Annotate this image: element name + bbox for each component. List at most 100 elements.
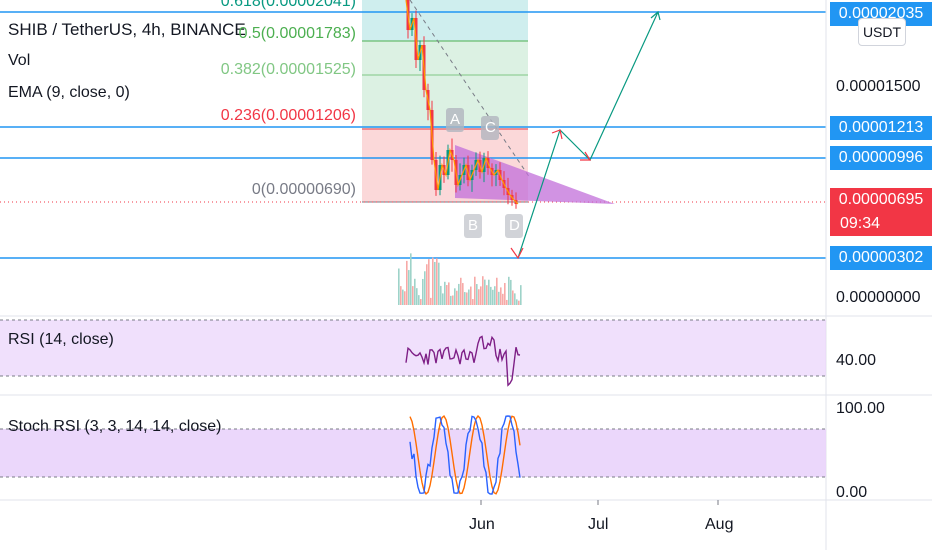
volume-bar (470, 286, 472, 305)
volume-bar (480, 286, 482, 305)
price-pill-last: 0.00000695 (830, 188, 932, 212)
volume-bar (404, 291, 406, 305)
price-pill-0.00002035: 0.00002035 (830, 2, 932, 26)
pattern-point-a: A (450, 111, 461, 128)
volume-bar (482, 276, 484, 305)
volume-bar (462, 283, 464, 305)
pattern-point-a-box (446, 108, 464, 132)
volume-bar (436, 258, 438, 305)
rsi-axis-label: 40.00 (836, 352, 877, 369)
volume-bar (516, 299, 518, 305)
volume-bar (398, 268, 400, 305)
ema-indicator-label[interactable]: EMA (9, close, 0) (8, 84, 130, 101)
volume-bar (456, 290, 458, 305)
fib-label-0.382: 0.382(0.00001525) (220, 61, 356, 78)
stoch-band (0, 429, 826, 477)
pattern-point-b: B (468, 217, 479, 234)
volume-bar (412, 286, 414, 305)
ema-line (405, 0, 519, 205)
volume-bar (418, 295, 420, 305)
volume-bar (424, 271, 426, 305)
volume-bar (520, 285, 522, 305)
volume-bar (432, 257, 434, 305)
fib-label-0.5: 0.5(0.00001783) (238, 25, 356, 42)
time-label-jun: Jun (469, 516, 495, 533)
fib-label-0: 0(0.00000690) (251, 181, 356, 198)
candle-countdown: 09:34 (830, 212, 932, 236)
pattern-point-c: C (485, 119, 496, 136)
stoch-axis-top: 100.00 (836, 400, 885, 417)
volume-bar (442, 293, 444, 305)
volume-series (398, 253, 522, 305)
price-pill-0.00000302: 0.00000302 (830, 246, 932, 270)
pattern-point-b-box (464, 214, 482, 238)
volume-bar (406, 260, 408, 305)
price-series (405, 0, 519, 209)
quote-currency-button[interactable]: USDT (858, 18, 906, 46)
volume-bar (512, 290, 514, 305)
volume-bar (408, 270, 410, 305)
volume-bar (454, 288, 456, 305)
volume-bar (468, 289, 470, 305)
stoch-k-line (409, 415, 521, 495)
time-label-aug: Aug (705, 516, 734, 533)
stoch-series (409, 414, 521, 495)
price-pill-0.00000996: 0.00000996 (830, 146, 932, 170)
projection-path (517, 11, 659, 259)
volume-bar (430, 297, 432, 305)
volume-bar (440, 285, 442, 305)
volume-bar (422, 278, 424, 305)
volume-bar (496, 277, 498, 305)
volume-bar (402, 289, 404, 305)
projection-arrow-2 (580, 151, 592, 161)
rsi-series (405, 335, 521, 387)
price-axis-label-zero: 0.00000000 (836, 289, 921, 306)
volume-bar (476, 284, 478, 305)
rsi-indicator-label[interactable]: RSI (14, close) (8, 331, 114, 348)
volume-bar (460, 277, 462, 305)
fib-label-0.236: 0.236(0.00001206) (220, 107, 356, 124)
volume-bar (464, 292, 466, 305)
stoch-indicator-label[interactable]: Stoch RSI (3, 3, 14, 14, close) (8, 418, 222, 435)
volume-bar (492, 289, 494, 305)
pattern-point-d: D (509, 217, 520, 234)
pattern-point-d-box (505, 214, 523, 238)
volume-bar (508, 276, 510, 305)
volume-bar (494, 286, 496, 305)
volume-bar (446, 285, 448, 305)
volume-bar (466, 292, 468, 305)
rsi-band (0, 320, 826, 376)
projection-arrow-3 (650, 10, 661, 21)
stoch-axis-bottom: 0.00 (836, 484, 868, 501)
time-label-jul: Jul (588, 516, 609, 533)
volume-bar (506, 299, 508, 305)
volume-bar (490, 286, 492, 305)
volume-bar (428, 259, 430, 305)
volume-bar (458, 283, 460, 305)
projection-arrow-1 (551, 129, 563, 140)
volume-bar (488, 279, 490, 305)
fib-label-0.618: 0.618(0.00002041) (220, 0, 356, 10)
rsi-line (405, 335, 521, 387)
volume-bar (478, 289, 480, 305)
volume-bar (420, 299, 422, 305)
volume-bar (504, 282, 506, 305)
price-pill-0.00001213: 0.00001213 (830, 116, 932, 140)
chart-title: SHIB / TetherUS, 4h, BINANCE (8, 20, 246, 39)
fib-zone-teal (362, 0, 528, 41)
volume-bar (416, 288, 418, 305)
volume-bar (400, 286, 402, 305)
pattern-point-c-box (481, 116, 499, 140)
volume-bar (450, 295, 452, 305)
pattern-triangle (455, 145, 615, 204)
volume-bar (444, 281, 446, 305)
volume-bar (518, 300, 520, 305)
volume-bar (498, 291, 500, 305)
volume-bar (438, 262, 440, 305)
volume-bar (414, 278, 416, 305)
projection-arrow-down (510, 247, 524, 260)
volume-bar (410, 253, 412, 305)
volume-indicator-label[interactable]: Vol (8, 52, 31, 69)
volume-bar (502, 293, 504, 305)
volume-bar (452, 295, 454, 305)
